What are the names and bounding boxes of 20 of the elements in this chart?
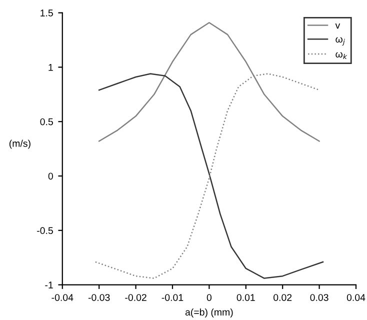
- y-tick-label: 1: [48, 64, 53, 71]
- x-tick-label: -0.04: [52, 294, 74, 301]
- y-tick-label: 0: [48, 172, 53, 180]
- legend-label: v: [335, 23, 340, 29]
- x-tick-label: 0.04: [346, 294, 366, 301]
- y-tick-label: 0.5: [40, 118, 53, 126]
- x-tick-label: 0.03: [310, 294, 328, 301]
- x-tick-label: -0.03: [88, 294, 110, 301]
- x-tick-label: 0.01: [236, 294, 255, 301]
- y-tick-label: 1.5: [40, 10, 53, 16]
- x-tick-label: 0.02: [274, 294, 292, 301]
- x-tick-label: -0.02: [125, 294, 146, 301]
- x-tick-label: -0.01: [162, 294, 184, 301]
- legend-label: ω$_{j}$: [336, 37, 345, 46]
- y-tick-label: -0.5: [37, 227, 53, 234]
- x-tick-label: 0: [206, 294, 212, 301]
- y-tick-label: -1: [45, 282, 53, 288]
- y-axis-title: (m/s): [9, 140, 30, 149]
- legend-label: ω$_{k}$: [336, 52, 348, 60]
- x-axis-title: a(=b) (mm): [185, 308, 233, 318]
